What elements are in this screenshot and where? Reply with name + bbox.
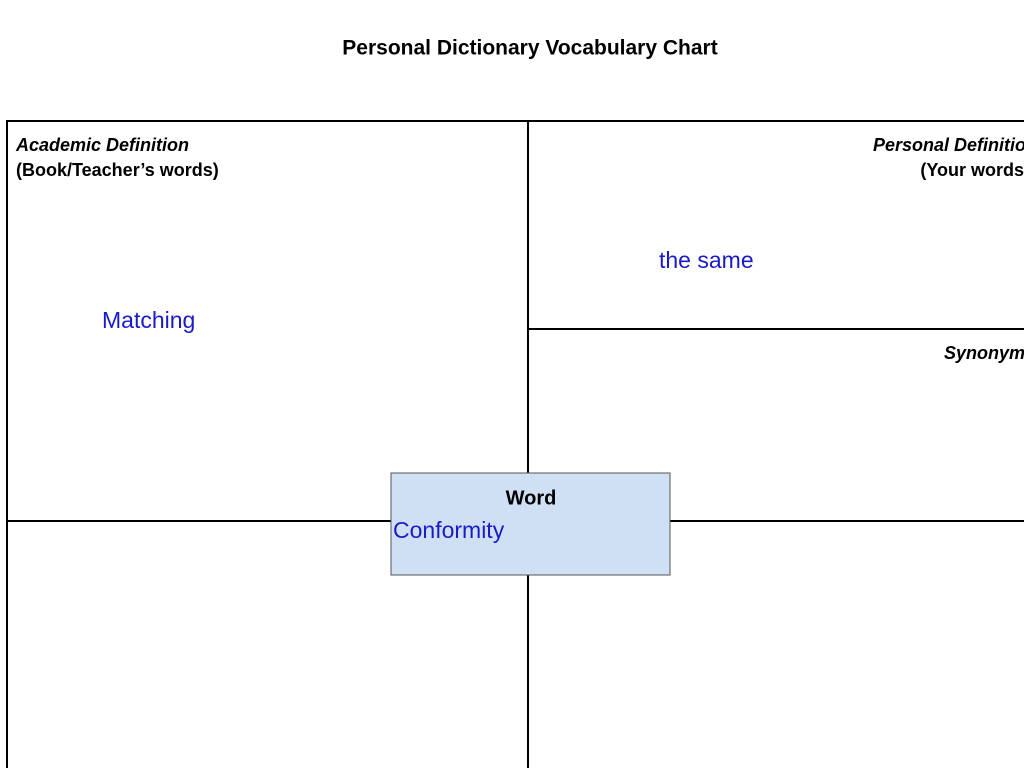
personal-entry: the same — [659, 247, 754, 273]
synonyms-heading: Synonyms — [944, 343, 1024, 363]
academic-entry: Matching — [102, 307, 195, 333]
word-heading: Word — [506, 487, 557, 509]
chart-frame — [6, 120, 1024, 768]
academic-subheading: (Book/Teacher’s words) — [16, 160, 219, 180]
academic-heading: Academic Definition — [15, 135, 189, 155]
personal-heading: Personal Definition — [873, 135, 1024, 155]
word-entry: Conformity — [393, 517, 505, 543]
word-box — [390, 472, 671, 576]
title: Personal Dictionary Vocabulary Chart — [342, 37, 717, 60]
personal-subheading: (Your words) — [920, 160, 1024, 180]
